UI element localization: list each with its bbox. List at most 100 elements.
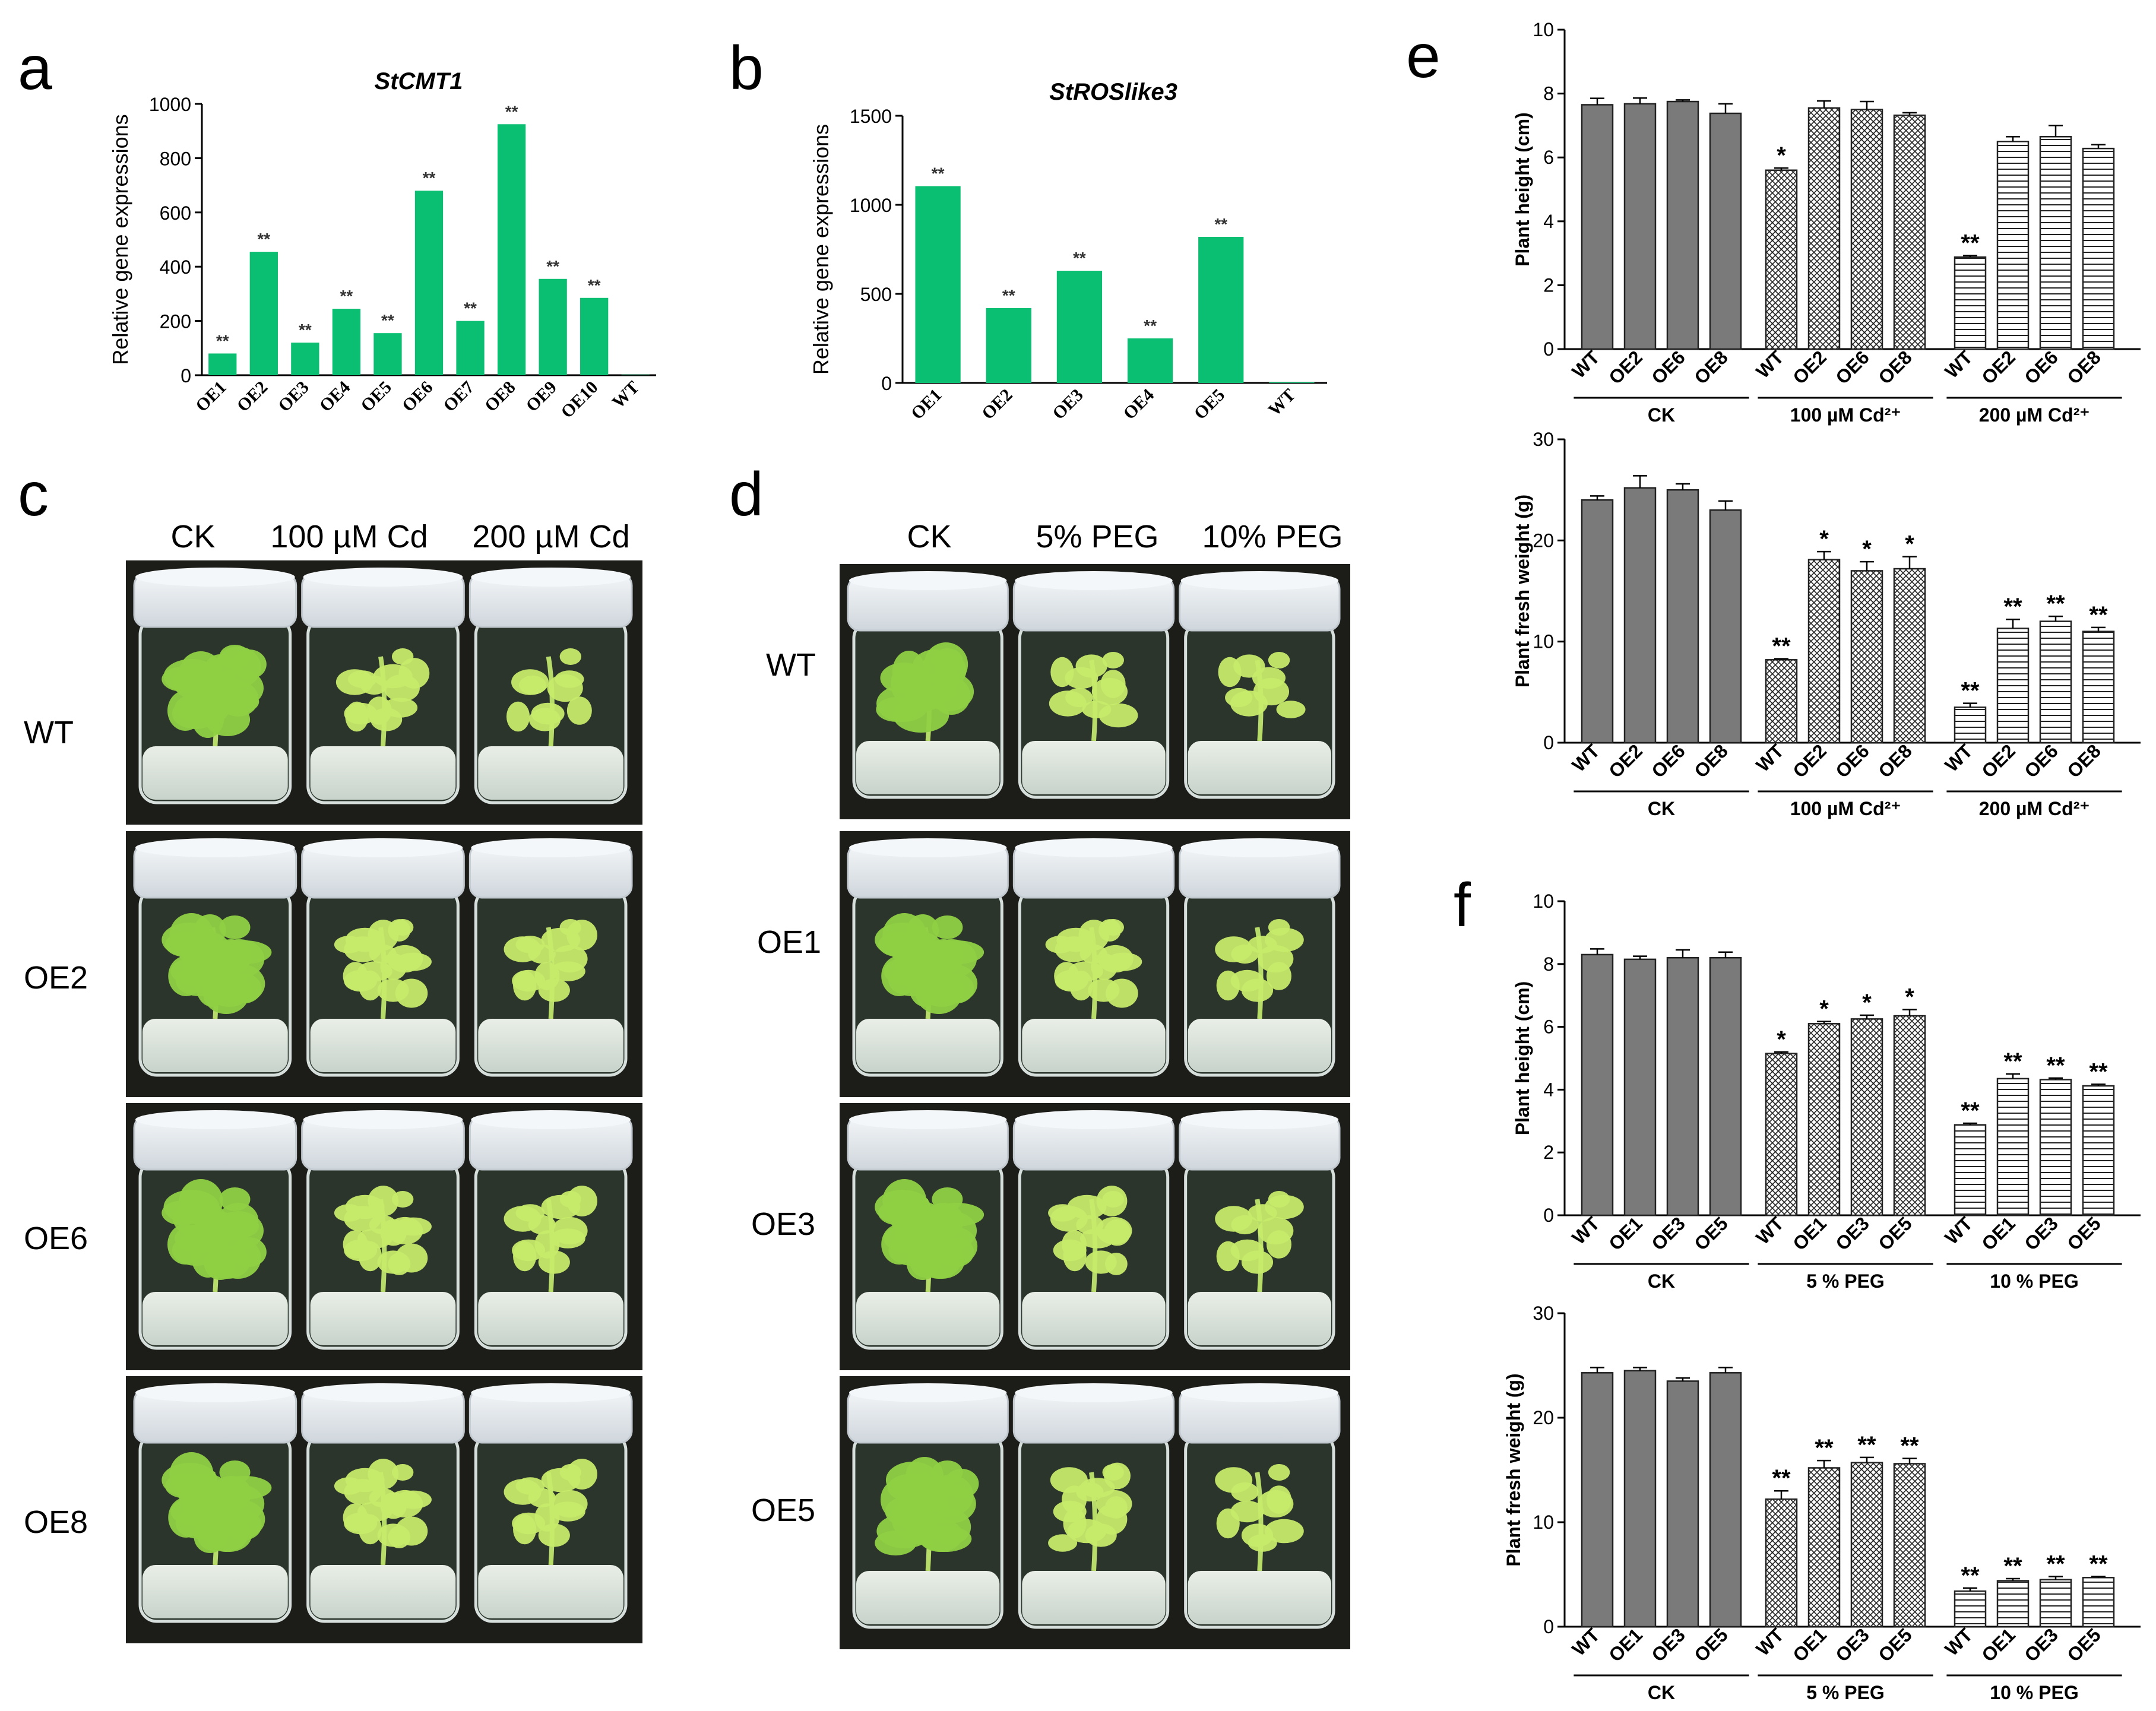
leaf [216,1500,265,1539]
significance-label: ** [1857,1432,1876,1458]
leaf [395,1217,432,1236]
bar [414,191,444,375]
plant-stem [1255,927,1264,1019]
y-axis-label: Plant height (cm) [1512,981,1533,1136]
culture-jar [847,838,1009,1077]
bar [1666,100,1699,350]
bar [986,308,1031,383]
jar-lid-top [303,1110,463,1129]
jar-medium [478,1292,623,1345]
significance-label: ** [2089,1551,2108,1577]
c-condition-ck: CK [170,519,215,555]
x-tick-label: OE1 [1788,1624,1831,1666]
x-tick-label: OE8 [481,378,520,416]
x-tick-label: OE4 [316,378,354,416]
culture-jar [1012,1110,1175,1350]
x-tick-label: OE3 [274,378,313,416]
y-tick-label: 1000 [850,195,892,216]
bar [1954,1124,1987,1216]
culture-jar [133,1110,297,1350]
leaf [1215,936,1253,962]
d-row-oe3: OE3 [751,1206,815,1242]
jar-medium [1022,741,1166,794]
y-axis-label: Relative gene expressions [809,124,833,375]
x-tick-label: OE8 [1874,346,1916,388]
jar-medium [310,1292,456,1345]
y-tick-label: 10 [1533,1512,1554,1533]
culture-jar [301,1110,465,1350]
y-axis-label: Relative gene expressions [108,114,132,365]
leaf [368,1459,399,1490]
leaf [398,658,430,689]
x-tick-label: WT [1265,385,1300,420]
bar [332,309,361,375]
bar [1269,382,1315,384]
x-tick-label: OE5 [1874,1624,1916,1666]
bar [1765,1053,1798,1216]
leaf [531,702,565,725]
leaf [1104,1253,1128,1275]
bar [1850,570,1883,744]
bar [1996,1580,2030,1628]
jar-lid-top [135,1383,295,1402]
leaf [929,964,978,1003]
x-tick-label: WT [1568,1624,1604,1660]
y-tick-label: 0 [881,373,892,394]
significance-label: ** [2003,594,2022,620]
significance-label: ** [2046,591,2065,617]
jar-medium [856,741,1000,794]
bar [1198,237,1244,383]
leaf [217,940,272,964]
bar [1581,104,1614,350]
leaf [1048,1534,1078,1552]
x-tick-label: OE7 [439,378,478,416]
d-condition-peg5: 5% PEG [1036,519,1158,555]
y-tick-label: 1500 [850,106,892,127]
jar-medium [143,1292,288,1345]
c-condition-cd100: 100 µM Cd [270,519,428,555]
significance-label: ** [1961,1098,1980,1124]
group-label: 100 µM Cd²⁺ [1790,798,1901,819]
leaf [232,649,267,679]
photo-panel-d: CK 5% PEG 10% PEG WT OE1 OE3 OE5 [751,519,1350,1649]
culture-jar [1179,571,1341,799]
culture-jar [468,1110,633,1350]
leaf [1230,690,1268,717]
bar [1807,1023,1841,1216]
bar [1893,568,1926,744]
leaf [216,964,265,1003]
jar-lid-top [471,1110,631,1129]
significance-label: * [1819,996,1829,1022]
significance-label: ** [1961,678,1980,704]
significance-label: ** [2003,1553,2022,1579]
jar-lid-top [849,1110,1007,1129]
y-tick-label: 0 [1543,338,1554,360]
leaf [566,696,592,725]
jar-medium [1188,1571,1331,1624]
y-tick-label: 600 [160,202,191,224]
bar [1893,1015,1926,1216]
bar [1623,1370,1657,1628]
bar [1850,1018,1883,1216]
bar [1807,559,1841,744]
leaf [1098,919,1121,942]
y-tick-label: 800 [160,148,191,169]
x-tick-label: WT [1568,740,1604,776]
leaf [1049,690,1087,717]
significance-label: ** [932,164,945,183]
x-tick-label: OE6 [398,378,437,416]
leaf [1067,1519,1107,1544]
group-label: 10 % PEG [1990,1682,2078,1703]
jar-lid-top [303,1383,463,1402]
leaf [944,1469,979,1498]
culture-jar [468,838,633,1077]
bar [1666,489,1699,744]
leaf [515,1204,545,1222]
c-row-wt: WT [24,715,74,750]
significance-label: ** [1961,230,1980,256]
jar-medium [310,1565,456,1618]
leaf [218,681,259,717]
